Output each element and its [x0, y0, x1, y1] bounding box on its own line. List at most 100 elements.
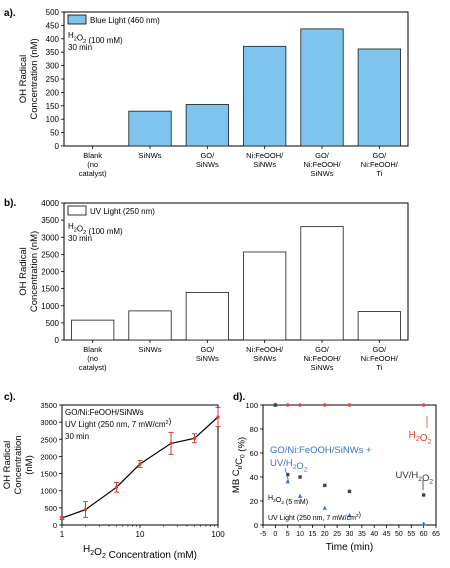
y-tick-label: 4000	[41, 199, 59, 208]
y-axis-label: OH RadicalConcentration(nM)	[2, 435, 35, 494]
y-tick-label: 80	[250, 425, 258, 434]
panel-label-d: d).	[233, 392, 245, 403]
y-tick-label: 200	[46, 88, 60, 97]
data-point-h2o2	[421, 403, 426, 407]
y-tick-label: 60	[250, 449, 258, 458]
y-tick-label: 500	[44, 504, 57, 513]
y-tick-label: 350	[46, 48, 60, 57]
plot-frame	[63, 11, 409, 147]
y-tick-label: 400	[46, 35, 60, 44]
annotation-arrow-catalyst	[284, 467, 290, 484]
series-label-catalyst: GO/Ni:FeOOH/SiNWs +	[270, 445, 372, 456]
y-tick-label: 1000	[40, 487, 57, 496]
y-tick-label: 300	[46, 62, 60, 71]
data-point	[138, 462, 142, 466]
bar	[300, 28, 344, 147]
x-axis-label: H2O2 Concentration (mM)	[83, 544, 197, 561]
y-axis-label: OH RadicalConcentration (nM)	[18, 38, 40, 119]
panel-label-c: c).	[4, 392, 16, 403]
annotation-reagent: H2O2 (100 mM)	[68, 31, 123, 45]
y-tick-label: 3500	[41, 216, 59, 225]
legend-swatch	[67, 14, 87, 25]
data-point	[192, 436, 197, 440]
category-label: GO/Ni:FeOOH/SiNWs	[303, 345, 341, 372]
legend-label: Blue Light (460 nm)	[90, 16, 160, 25]
category-label: GO/SiNWs	[196, 345, 219, 363]
bar	[128, 110, 172, 147]
y-tick-label: 2000	[41, 268, 59, 277]
bar	[71, 319, 115, 341]
x-tick-label: 100	[211, 530, 225, 539]
x-tick-label: 1	[60, 530, 65, 539]
data-point	[83, 507, 88, 512]
chart-a-blue-light: 0 50 100 150 200 250 300 350 400 450 500 OH Radical…	[18, 8, 409, 178]
chart-c-concentration: 0 500 1000 1500 2000 2500 3000 3500 1 10 100 OH Rad…	[2, 401, 225, 561]
annotation-reagent: H2O2 (100 mM)	[68, 222, 123, 236]
annotation-time: 30 min	[68, 43, 92, 52]
y-tick-label: 500	[46, 8, 60, 17]
panel-label-a: a).	[4, 8, 16, 19]
x-tick-label: 25	[333, 531, 341, 538]
annotation-time: 30 min	[65, 432, 89, 441]
legend-swatch	[67, 205, 87, 216]
y-tick-label: 100	[46, 115, 60, 124]
x-tick-label: 10	[296, 531, 304, 538]
data-point-catalyst	[347, 513, 352, 517]
y-tick-label: 3000	[40, 418, 57, 427]
annotation-time: 30 min	[68, 234, 92, 243]
x-tick-label: 0	[273, 531, 277, 538]
category-label: Blank (no catalyst)	[79, 345, 107, 372]
data-point-uv	[347, 489, 352, 494]
annotation-light: UV Light (250 nm, 7 mW/cm2)	[65, 417, 172, 429]
y-tick-label: 2000	[40, 452, 57, 461]
x-tick-label: 60	[420, 531, 428, 538]
y-tick-label: 3000	[41, 233, 59, 242]
y-tick-label: 0	[55, 336, 60, 345]
annotation-light: UV Light (250 nm, 7 mW/cm2)	[268, 512, 361, 522]
data-point-uv	[273, 403, 278, 407]
x-tick-label: 15	[309, 531, 317, 538]
data-point-uv	[421, 493, 426, 497]
y-axis-label: OH RadicalConcentration (nM)	[18, 231, 40, 312]
x-tick-label: 55	[407, 531, 415, 538]
x-tick-label: 20	[321, 531, 329, 538]
category-label: SiNWs	[139, 151, 162, 160]
y-tick-label: 100	[245, 401, 258, 410]
x-tick-label: 10	[136, 530, 145, 539]
data-point	[114, 485, 119, 489]
series-label-uv: UV/H2O2	[396, 470, 434, 486]
x-tick-label: 50	[395, 531, 403, 538]
bar	[357, 311, 401, 341]
bar	[300, 226, 344, 341]
data-point-h2o2	[285, 403, 290, 407]
y-tick-label: 1500	[41, 285, 59, 294]
data-point-uv	[286, 472, 290, 477]
category-label: GO/Ni:FeOOH/SiNWs	[303, 151, 341, 178]
x-tick-label: 65	[432, 531, 440, 538]
y-axis-label: MB Ct/C0 (%)	[231, 437, 248, 493]
x-tick-label: 45	[383, 531, 391, 538]
annotation-reagent: H2O2 (5 mM)	[268, 495, 308, 506]
y-tick-label: 500	[46, 319, 60, 328]
chart-b-uv-light: 0 500 1000 1500 2000 2500 3000 3500 4000 OH Radic…	[18, 199, 409, 372]
y-tick-label: 3500	[40, 401, 57, 410]
series-label-catalyst-2: UV/H2O2	[270, 458, 308, 474]
y-tick-label: 450	[46, 21, 60, 30]
bar	[185, 104, 229, 147]
data-point-catalyst	[421, 521, 426, 526]
x-tick-label: 30	[346, 531, 354, 538]
data-point	[216, 415, 220, 419]
y-tick-label: 1500	[40, 470, 57, 479]
category-label: GO/Ni:FeOOH/Ti	[361, 345, 399, 372]
bar	[243, 45, 287, 147]
y-tick-label: 0	[55, 142, 60, 151]
series-label-h2o2: H2O2	[409, 430, 432, 446]
y-tick-label: 150	[46, 102, 60, 111]
y-tick-label: 2500	[41, 250, 59, 259]
data-point	[60, 516, 64, 520]
y-tick-label: 50	[50, 129, 59, 138]
category-label: Blank (no catalyst)	[79, 151, 107, 178]
data-point	[169, 441, 173, 445]
x-tick-label: 35	[358, 531, 366, 538]
